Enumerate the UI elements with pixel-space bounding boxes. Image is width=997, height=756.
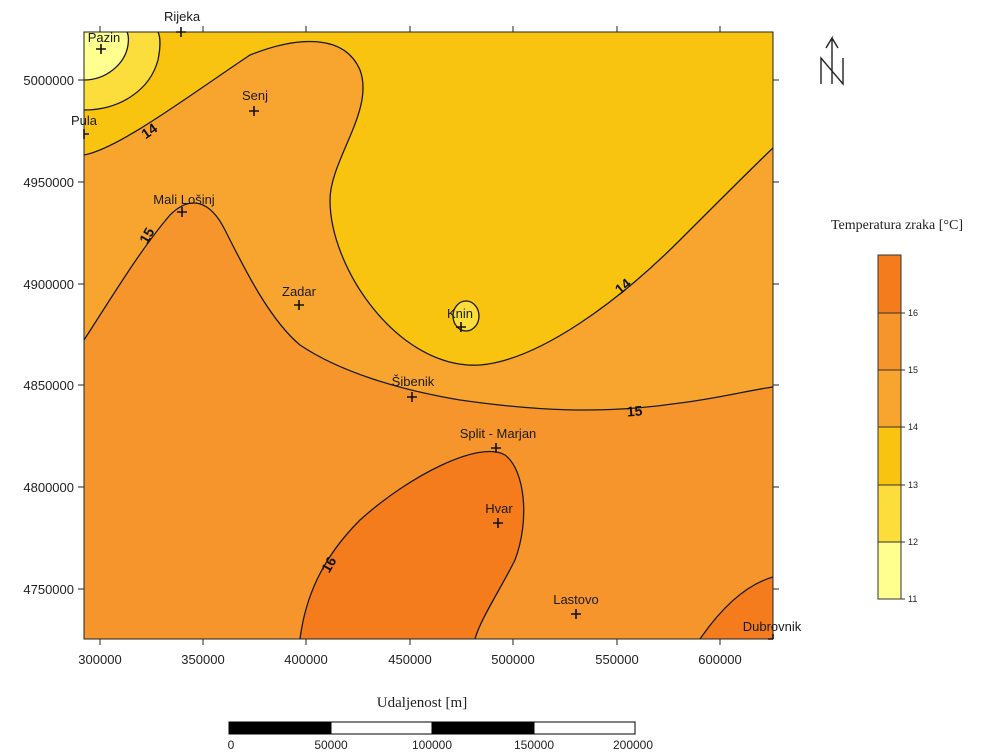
scale-segment-1	[229, 722, 331, 734]
legend-tick: 16	[908, 308, 918, 318]
contour-labels: 14 15 14 15 16	[136, 120, 643, 575]
station-name: Dubrovnik	[743, 619, 802, 634]
contour-label-16-south: 16	[318, 554, 340, 576]
contour-line-12	[84, 32, 130, 81]
station-markers	[83, 27, 774, 640]
scale-segment-2	[330, 721, 433, 735]
station-name: Šibenik	[392, 374, 435, 389]
scale-segment-4	[533, 721, 636, 735]
x-tick-label: 450000	[388, 652, 431, 667]
zone-16-southeast	[700, 577, 773, 639]
zone-13-14	[84, 32, 773, 366]
legend-swatch-12-13	[878, 485, 901, 542]
legend-swatch-11-12	[878, 542, 901, 599]
station-names: Rijeka Pazin Pula Senj Mali Lošinj Zadar…	[71, 9, 802, 634]
x-tick-label: 400000	[284, 652, 327, 667]
station-name: Zadar	[282, 284, 317, 299]
station-marker-pula	[83, 129, 89, 139]
station-name: Lastovo	[553, 592, 599, 607]
y-tick-label: 4800000	[23, 480, 74, 495]
contour-fill	[84, 32, 773, 639]
x-tick-label: 550000	[595, 652, 638, 667]
station-marker-pazin	[96, 44, 106, 54]
scale-label: 150000	[514, 738, 554, 752]
x-axis-title: Udaljenost [m]	[377, 695, 467, 711]
station-name: Mali Lošinj	[153, 192, 215, 207]
x-tick-label: 350000	[181, 652, 224, 667]
station-marker-lastovo	[571, 609, 581, 619]
scale-label: 0	[228, 738, 235, 752]
legend-swatch-15-16	[878, 313, 901, 370]
zone-15-16	[84, 203, 773, 639]
station-marker-dubrovnik	[768, 634, 774, 640]
north-arrow-icon	[820, 35, 844, 86]
legend-swatch-16-plus	[878, 255, 901, 313]
scale-segment-3	[432, 722, 534, 734]
contour-line-13	[84, 32, 161, 111]
x-axis-ticks	[99, 26, 721, 645]
station-name: Hvar	[485, 501, 513, 516]
legend-swatch-13-14	[878, 427, 901, 485]
scale-bar	[228, 721, 636, 735]
station-marker-senj	[249, 106, 259, 116]
legend-title: Temperatura zraka [°C]	[831, 218, 963, 233]
y-axis-ticks	[78, 79, 779, 590]
station-marker-rijeka	[176, 27, 186, 37]
legend-colorbar	[877, 254, 905, 600]
legend-tick: 15	[908, 365, 918, 375]
y-tick-label: 4750000	[23, 582, 74, 597]
contour-line-16-southeast	[699, 576, 773, 639]
station-name: Pazin	[88, 30, 121, 45]
scale-bar-labels: 0 50000 100000 150000 200000	[228, 738, 654, 752]
station-marker-zadar	[294, 300, 304, 310]
station-name: Senj	[242, 88, 268, 103]
y-tick-label: 4900000	[23, 277, 74, 292]
station-name: Pula	[71, 113, 98, 128]
x-axis-labels: 300000 350000 400000 450000 500000 55000…	[78, 652, 741, 667]
legend-tick: 13	[908, 480, 918, 490]
station-marker-mali-losinj	[177, 207, 187, 217]
scale-label: 200000	[613, 738, 653, 752]
legend-tick: 12	[908, 537, 918, 547]
station-name: Knin	[447, 306, 473, 321]
station-marker-knin	[456, 322, 466, 332]
y-tick-label: 5000000	[23, 73, 74, 88]
station-name: Rijeka	[164, 9, 201, 24]
scale-label: 50000	[314, 738, 348, 752]
contour-line-knin	[452, 300, 480, 332]
contour-label-15-east: 15	[626, 402, 643, 419]
station-name: Split - Marjan	[460, 426, 537, 441]
y-tick-label: 4950000	[23, 175, 74, 190]
contour-label-15-west: 15	[136, 225, 158, 247]
legend-tick: 11	[908, 594, 917, 604]
x-tick-label: 600000	[698, 652, 741, 667]
x-tick-label: 300000	[78, 652, 121, 667]
zone-knin-local	[453, 301, 479, 331]
y-tick-label: 4850000	[23, 378, 74, 393]
y-axis-labels: 5000000 4950000 4900000 4850000 4800000 …	[23, 73, 74, 597]
station-marker-sibenik	[407, 392, 417, 402]
map-frame	[83, 31, 774, 640]
station-marker-hvar	[493, 518, 503, 528]
legend-tick: 14	[908, 422, 918, 432]
contour-line-15	[84, 202, 773, 411]
scale-label: 100000	[412, 738, 452, 752]
legend-tick-labels: 16 15 14 13 12 11	[908, 308, 918, 604]
x-tick-label: 500000	[491, 652, 534, 667]
zone-11-12	[84, 32, 129, 80]
station-marker-split	[491, 443, 501, 453]
zone-16-south	[300, 451, 524, 639]
contour-line-14	[84, 40, 773, 366]
legend-swatch-14-15	[878, 370, 901, 427]
